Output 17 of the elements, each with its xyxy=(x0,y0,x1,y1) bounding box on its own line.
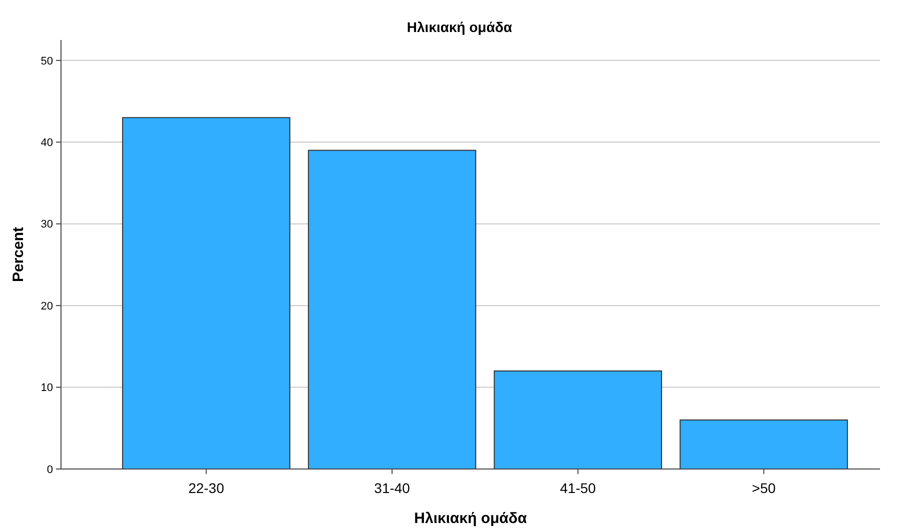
bar xyxy=(122,117,290,470)
y-tick-label: 0 xyxy=(46,464,53,476)
bar xyxy=(680,419,848,470)
y-tick-label: 30 xyxy=(40,218,53,231)
y-tick-label: 10 xyxy=(40,382,53,394)
x-tick-label: 31-40 xyxy=(374,480,410,496)
x-axis-title: Ηλικιακή ομάδα xyxy=(414,510,528,527)
x-tick-label: 41-50 xyxy=(560,480,596,496)
y-tick-label: 50 xyxy=(40,55,53,68)
x-tick-label: >50 xyxy=(752,480,776,496)
bar xyxy=(308,150,476,470)
y-axis-title: Percent xyxy=(10,226,27,282)
x-tick-label: 22-30 xyxy=(188,480,224,496)
y-tick-label: 40 xyxy=(40,136,53,149)
bar xyxy=(494,370,662,470)
y-tick-label: 20 xyxy=(40,300,53,312)
chart-title: Ηλικιακή ομάδα xyxy=(406,19,512,35)
